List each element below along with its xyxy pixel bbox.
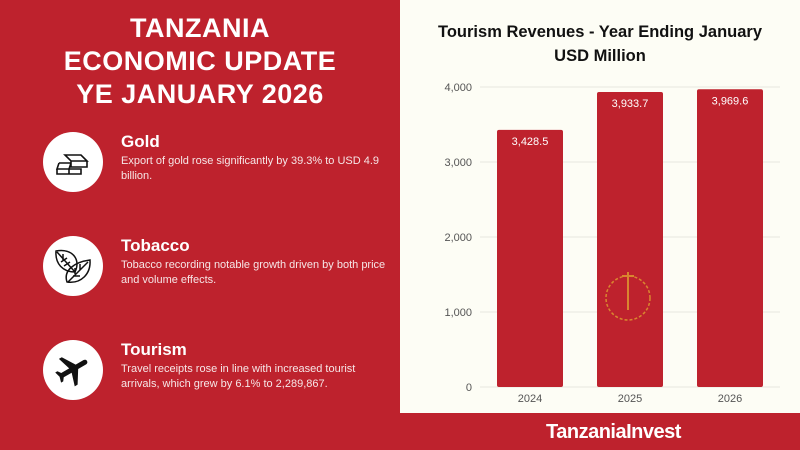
title-line: TANZANIA <box>130 13 270 43</box>
item-tobacco: Tobacco Tobacco recording notable growth… <box>43 236 393 306</box>
bar-2024 <box>497 129 563 388</box>
item-text: Export of gold rose significantly by 39.… <box>121 155 380 182</box>
y-tick-label: 0 <box>466 382 472 394</box>
chart-subtitle: USD Million <box>554 47 646 65</box>
item-tourism: Tourism Travel receipts rose in line wit… <box>43 340 393 410</box>
bar-2025 <box>597 91 663 387</box>
page-title: TANZANIA ECONOMIC UPDATE YE JANUARY 2026 <box>0 12 400 111</box>
seal-watermark <box>605 272 651 321</box>
item-title: Tourism <box>121 340 187 359</box>
title-line: YE JANUARY 2026 <box>76 79 324 109</box>
item-title: Tobacco <box>121 236 190 255</box>
airplane-icon <box>43 340 103 400</box>
x-tick-label: 2026 <box>718 393 742 405</box>
chart-title-text: Tourism Revenues - Year Ending January <box>438 23 762 41</box>
data-label: 3,428.5 <box>512 136 549 148</box>
y-tick-label: 1,000 <box>444 307 472 319</box>
gold-bars-icon <box>43 132 103 192</box>
data-label: 3,933.7 <box>612 98 649 110</box>
chart-panel: Tourism Revenues - Year Ending January U… <box>400 0 800 413</box>
y-tick-label: 3,000 <box>444 157 472 169</box>
y-tick-label: 2,000 <box>444 232 472 244</box>
title-line: ECONOMIC UPDATE <box>63 46 337 76</box>
bar-2026 <box>697 89 763 387</box>
tobacco-leaves-icon <box>43 236 103 296</box>
bar-chart: 0 1,000 2,000 3,000 4,000 3,428.5 2024 3,933.7 2… <box>444 82 780 405</box>
item-gold: Gold Export of gold rose significantly b… <box>43 132 393 202</box>
brand-logo: TanzaniaInvest <box>546 421 681 443</box>
x-tick-label: 2024 <box>518 393 542 405</box>
item-text: Travel receipts rose in line with increa… <box>121 363 356 390</box>
item-title: Gold <box>121 132 160 151</box>
item-text: Tobacco recording notable growth driven … <box>121 259 386 286</box>
chart-title: Tourism Revenues - Year Ending January U… <box>400 20 800 68</box>
data-label: 3,969.6 <box>712 95 749 107</box>
x-tick-label: 2025 <box>618 393 642 405</box>
y-tick-label: 4,000 <box>444 82 472 94</box>
